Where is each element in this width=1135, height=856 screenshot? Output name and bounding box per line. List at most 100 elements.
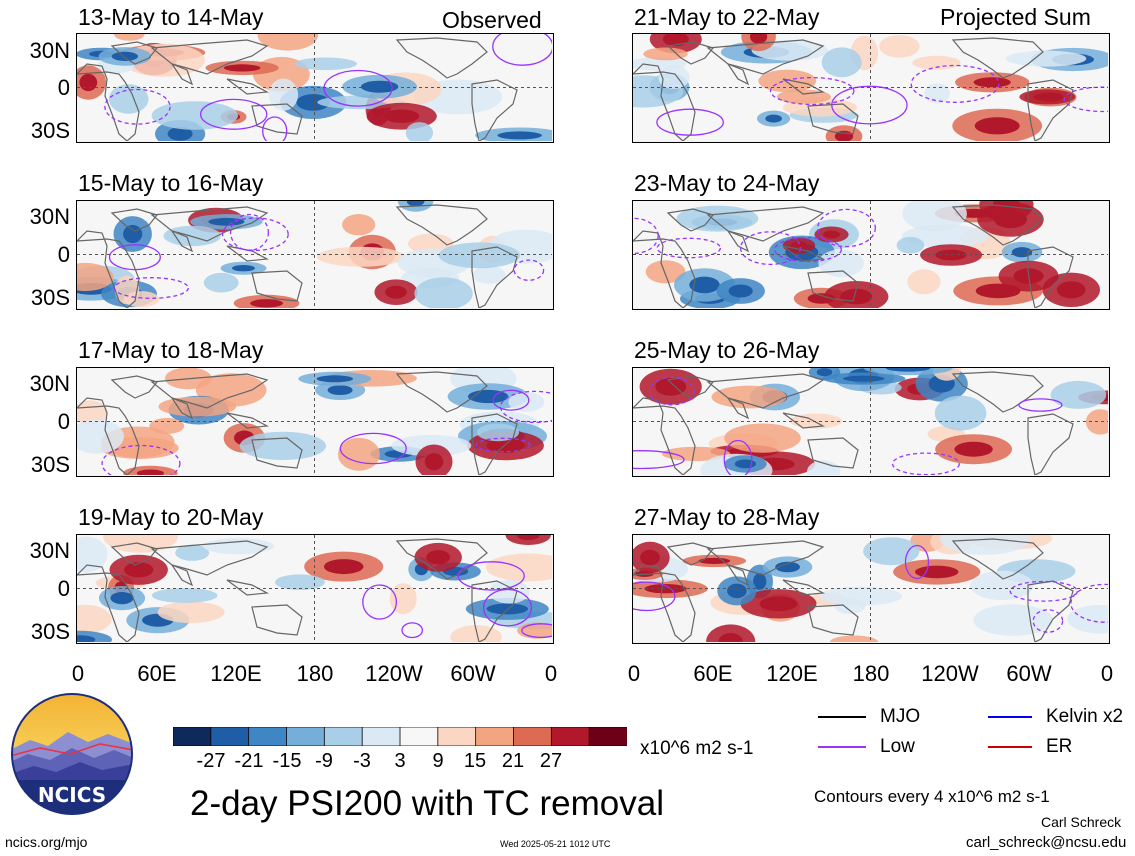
coastline — [395, 538, 488, 580]
anomaly-core — [816, 368, 833, 377]
coastline — [395, 37, 488, 79]
coastline — [633, 63, 696, 141]
anomaly-region — [450, 625, 502, 642]
coastline — [951, 371, 1044, 413]
anomaly-region — [175, 544, 210, 561]
anomaly-core — [974, 117, 1020, 135]
legend-mjo-label: MJO — [880, 706, 921, 727]
anomaly-region — [902, 201, 967, 232]
colorbar-tick: 27 — [539, 750, 563, 772]
lon-label: 180 — [852, 661, 890, 686]
anomaly-core — [728, 284, 753, 298]
anomaly-region — [807, 460, 841, 475]
map-panel-r0 — [632, 33, 1110, 143]
anomaly-region — [724, 423, 801, 453]
low-contour — [113, 277, 189, 299]
colorbar — [172, 726, 628, 747]
low-contour — [104, 88, 171, 125]
footer-email: carl_schreck@ncsu.edu — [966, 834, 1127, 851]
anomaly-core — [232, 265, 255, 272]
anomaly-region — [829, 635, 879, 642]
low-contour — [1032, 609, 1064, 633]
anomaly-region — [257, 34, 318, 51]
coastline — [226, 78, 270, 95]
low-contour — [229, 213, 270, 251]
low-contour — [817, 208, 876, 248]
coastline — [706, 540, 825, 576]
anomaly-core — [424, 453, 444, 471]
anomaly-region — [970, 570, 1034, 600]
low-contour — [475, 437, 531, 453]
coastline — [471, 246, 518, 308]
low-contour — [262, 116, 288, 141]
low-contour — [492, 34, 552, 66]
anomaly-region — [405, 122, 433, 141]
anomaly-region — [157, 601, 225, 624]
anomaly-core — [110, 592, 134, 605]
coastline — [150, 540, 269, 576]
anomaly-core — [360, 80, 399, 93]
panel-title-l3: 19-May to 20-May — [78, 504, 264, 530]
coastline — [1027, 246, 1074, 308]
low-contour — [723, 439, 753, 475]
anomaly-region — [472, 265, 506, 284]
low-contour — [633, 581, 676, 612]
lat-label: 30S — [30, 619, 70, 644]
coastline — [633, 564, 696, 642]
anomaly-region — [114, 34, 145, 41]
coastline — [1027, 79, 1074, 141]
coastline — [110, 208, 159, 232]
legend-kelvin-label: Kelvin x2 — [1046, 706, 1124, 727]
anomaly-region — [203, 272, 239, 293]
coastline — [807, 103, 859, 135]
colorbar-tick: -21 — [234, 750, 264, 772]
map-panel-r3 — [632, 534, 1110, 644]
lon-label: 60W — [1006, 661, 1052, 686]
low-contour — [339, 432, 407, 465]
anomaly-core — [426, 550, 451, 565]
legend-low-line — [818, 746, 866, 748]
panel-title-r1: 23-May to 24-May — [634, 170, 820, 196]
anomaly-core — [843, 375, 885, 382]
coastline — [782, 78, 826, 95]
lon-label: 120W — [365, 661, 423, 686]
colorbar-swatch — [323, 726, 364, 747]
low-contour — [362, 584, 398, 620]
anomaly-region — [834, 598, 866, 614]
anomaly-core — [296, 94, 330, 111]
legend-low-label: Low — [880, 736, 915, 757]
anomaly-region — [268, 78, 299, 111]
anomaly-core — [136, 469, 164, 475]
anomaly-core — [323, 559, 364, 575]
low-contour — [656, 237, 722, 259]
coastline — [666, 542, 715, 566]
low-contour — [910, 64, 1000, 103]
anomaly-core — [753, 573, 767, 590]
coastline — [110, 41, 159, 65]
contour-note: Contours every 4 x10^6 m2 s-1 — [814, 787, 1050, 806]
map-panel-r2 — [632, 367, 1110, 477]
coastline — [782, 579, 826, 596]
anomaly-core — [123, 225, 143, 243]
anomaly-region — [108, 84, 149, 114]
anomaly-region — [508, 392, 545, 412]
coastline — [170, 563, 194, 587]
lon-label: 0 — [627, 661, 641, 686]
lat-label: 30S — [30, 452, 70, 477]
coastline — [666, 375, 715, 399]
anomaly-core — [497, 131, 542, 140]
low-contour — [492, 389, 530, 411]
anomaly-core — [823, 230, 840, 239]
map-panel-l3 — [76, 534, 554, 644]
anomaly-region — [337, 437, 380, 471]
low-contour — [482, 588, 533, 627]
colorbar-tick: 15 — [463, 750, 487, 772]
anomaly-region — [239, 431, 326, 461]
anomaly-core — [384, 109, 420, 123]
lon-label: 180 — [296, 661, 334, 686]
lat-label: 30N — [29, 38, 70, 63]
map-panel-l2 — [76, 367, 554, 477]
anomaly-region — [658, 65, 690, 89]
coastline — [251, 437, 303, 469]
anomaly-region — [711, 385, 787, 409]
